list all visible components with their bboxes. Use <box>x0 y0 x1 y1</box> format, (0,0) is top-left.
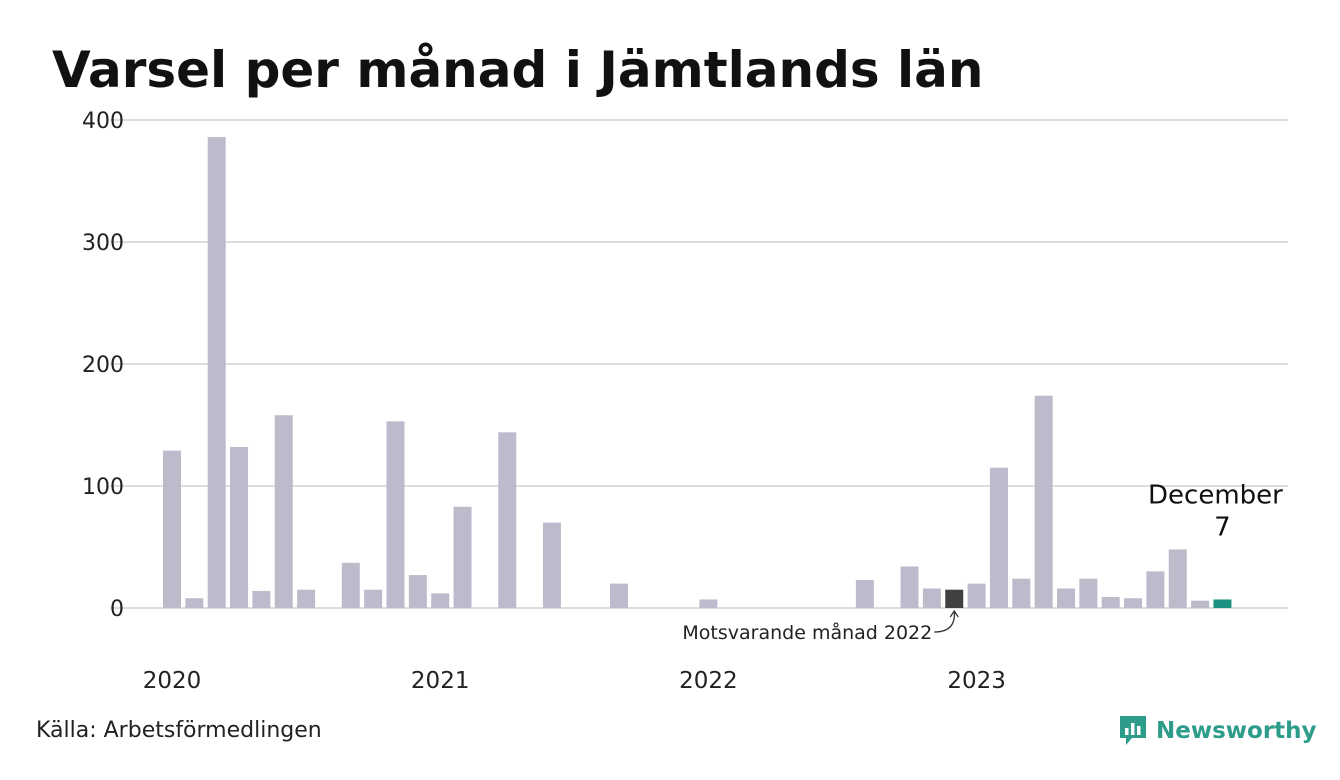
bar <box>297 589 316 608</box>
bar <box>364 589 383 608</box>
y-axis-ticks: 0 100 200 300 400 <box>82 109 124 622</box>
bar <box>274 415 293 608</box>
bar <box>1124 598 1143 608</box>
bar <box>252 590 271 608</box>
callout-value-label: 7 <box>1214 512 1231 542</box>
bar <box>1168 549 1187 608</box>
bar <box>453 506 472 608</box>
bar <box>967 583 986 608</box>
bar <box>699 599 718 608</box>
x-tick-label: 2020 <box>143 668 202 694</box>
brand-name: Newsworthy <box>1156 718 1317 744</box>
bar <box>1101 597 1120 608</box>
x-tick-label: 2023 <box>947 668 1006 694</box>
chart-title: Varsel per månad i Jämtlands län <box>52 41 984 99</box>
bar <box>922 588 941 608</box>
y-tick-label: 0 <box>110 597 124 622</box>
x-tick-label: 2022 <box>679 668 738 694</box>
bar <box>945 589 964 608</box>
comparison-annotation-arrow <box>934 610 956 633</box>
bar <box>1012 578 1031 608</box>
bar <box>1079 578 1098 608</box>
y-tick-label: 400 <box>82 109 124 134</box>
bar <box>431 593 450 608</box>
source-note: Källa: Arbetsförmedlingen <box>36 718 322 743</box>
newsworthy-logo-icon <box>1120 716 1146 745</box>
y-tick-label: 300 <box>82 231 124 256</box>
bar <box>1213 599 1232 608</box>
y-tick-label: 100 <box>82 475 124 500</box>
bar <box>1057 588 1075 608</box>
bar <box>163 450 181 608</box>
bar <box>989 467 1008 608</box>
current-month-callout: December 7 <box>1148 480 1283 542</box>
bar <box>230 446 249 608</box>
bar <box>855 579 874 608</box>
bar <box>900 566 919 608</box>
y-tick-label: 200 <box>82 353 124 378</box>
x-axis-ticks: 2020 2021 2022 2023 <box>143 668 1006 694</box>
brand-logo: Newsworthy <box>1118 714 1317 748</box>
bar <box>610 583 628 608</box>
bars <box>163 137 1232 608</box>
bar <box>207 137 226 608</box>
callout-month-label: December <box>1148 480 1283 510</box>
annotation: Motsvarande månad 2022 <box>682 609 959 644</box>
bar <box>408 575 427 608</box>
comparison-annotation-label: Motsvarande månad 2022 <box>682 621 932 644</box>
bar <box>386 421 405 608</box>
bar <box>185 598 204 608</box>
bar <box>1191 600 1210 608</box>
bar <box>498 432 517 608</box>
comparison-annotation-arrowhead <box>949 609 959 618</box>
bar <box>542 522 561 608</box>
bar <box>1146 571 1165 608</box>
x-tick-label: 2021 <box>411 668 470 694</box>
bar <box>341 562 360 608</box>
bar <box>1034 395 1053 608</box>
